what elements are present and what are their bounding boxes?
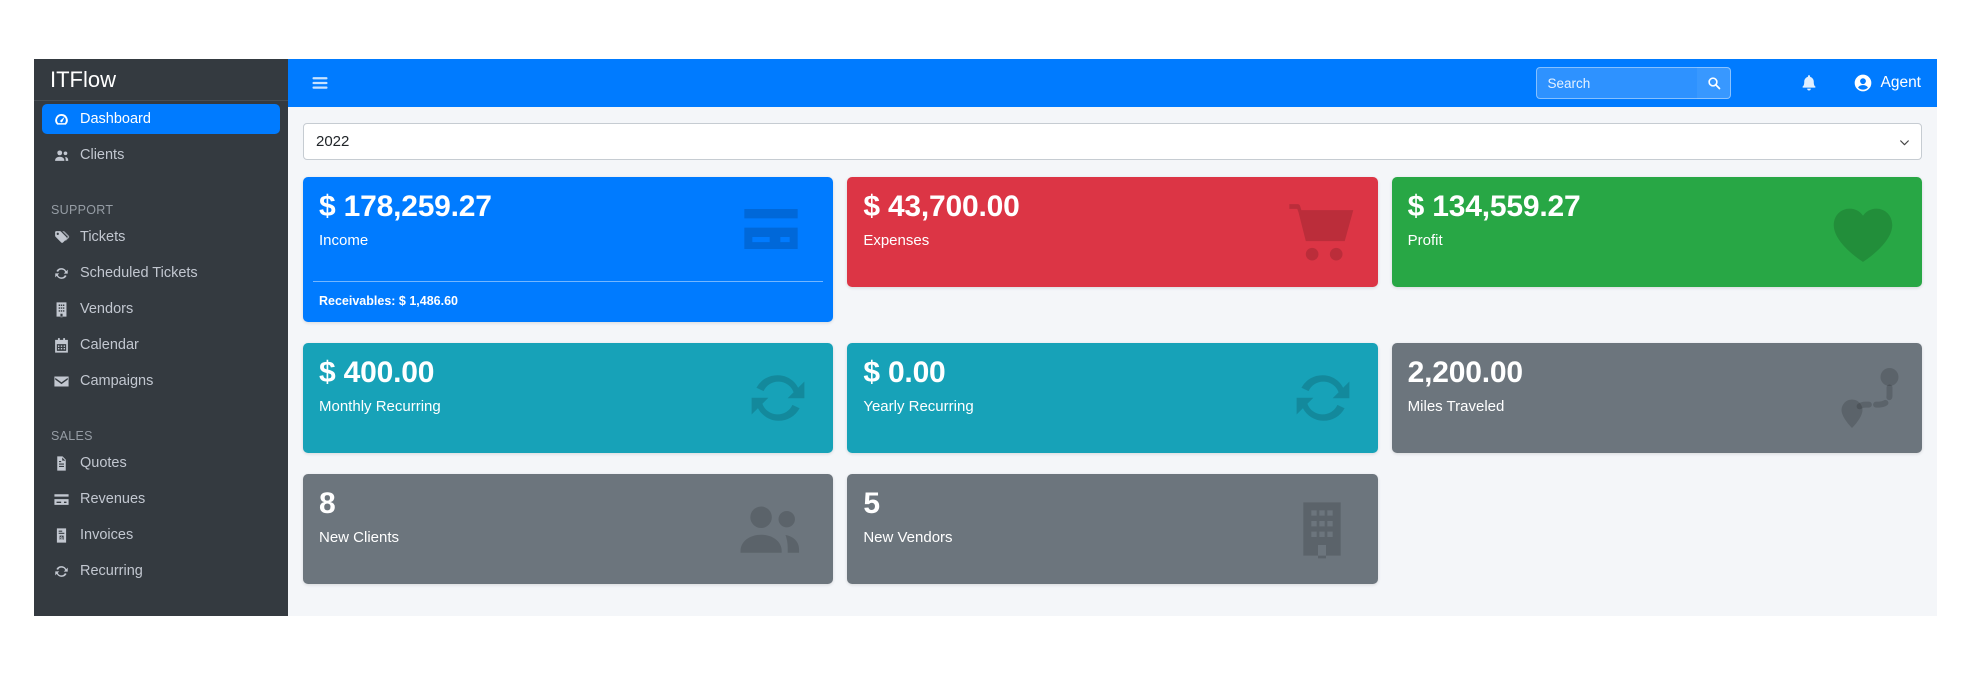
stat-card-monthly-recurring: $ 400.00 Monthly Recurring xyxy=(303,343,834,453)
sidebar-item-label: Clients xyxy=(80,147,125,163)
sidebar-item-invoices[interactable]: Invoices xyxy=(42,520,280,550)
stat-value: $ 43,700.00 xyxy=(863,190,1020,223)
stat-label: New Vendors xyxy=(863,528,953,546)
sync-icon xyxy=(741,362,815,434)
credit-card-icon xyxy=(50,490,72,508)
envelope-icon xyxy=(50,372,72,390)
stats-row-3: 8 New Clients 5 New Vendors xyxy=(303,474,1922,584)
stat-value: 5 xyxy=(863,487,880,520)
stat-card-body: $ 178,259.27 Income xyxy=(303,177,833,281)
stat-card-body: $ 43,700.00 Expenses xyxy=(847,177,1377,287)
stat-card-body: 2,200.00 Miles Traveled xyxy=(1392,343,1922,453)
sync-icon xyxy=(50,562,72,580)
dashboard-content: 2022 $ 178,259.27 Income Receivables: $ … xyxy=(288,107,1937,616)
users-icon xyxy=(50,146,72,164)
stat-card-body: 8 New Clients xyxy=(303,474,833,584)
building-icon xyxy=(50,300,72,318)
sidebar-item-label: Vendors xyxy=(80,301,134,317)
heart-icon xyxy=(1822,193,1904,271)
user-menu[interactable]: Agent xyxy=(1853,73,1921,93)
chevron-down-icon xyxy=(1898,136,1911,149)
credit-card-icon xyxy=(727,197,815,261)
menu-toggle-button[interactable] xyxy=(310,73,330,93)
stat-label: New Clients xyxy=(319,528,400,546)
stat-value: $ 178,259.27 xyxy=(319,190,492,223)
stat-card-new-clients: 8 New Clients xyxy=(303,474,834,584)
tags-icon xyxy=(50,228,72,246)
stat-label: Yearly Recurring xyxy=(863,397,974,415)
stat-card-new-vendors: 5 New Vendors xyxy=(847,474,1378,584)
sync-icon xyxy=(1286,362,1360,434)
sidebar-item-quotes[interactable]: Quotes xyxy=(42,448,280,478)
stat-label: Profit xyxy=(1407,231,1443,249)
sync-icon xyxy=(50,264,72,282)
stat-card-expenses: $ 43,700.00 Expenses xyxy=(847,177,1378,287)
sidebar: ITFlow Dashboard Clients SUPPORT Tickets… xyxy=(34,59,288,616)
sidebar-section-support: SUPPORT xyxy=(51,203,114,217)
stat-card-income: $ 178,259.27 Income Receivables: $ 1,486… xyxy=(303,177,834,322)
sidebar-item-clients[interactable]: Clients xyxy=(42,140,280,170)
stat-value: $ 400.00 xyxy=(319,356,435,389)
sidebar-item-vendors[interactable]: Vendors xyxy=(42,294,280,324)
sidebar-nav: Dashboard Clients SUPPORT Tickets Schedu… xyxy=(34,101,288,589)
sidebar-item-recurring[interactable]: Recurring xyxy=(42,556,280,586)
brand-logo[interactable]: ITFlow xyxy=(34,59,288,101)
stat-card-body: $ 0.00 Yearly Recurring xyxy=(847,343,1377,453)
sidebar-item-revenues[interactable]: Revenues xyxy=(42,484,280,514)
navbar-search-group xyxy=(1536,67,1732,99)
stat-card-miles-traveled: 2,200.00 Miles Traveled xyxy=(1391,343,1922,453)
sidebar-item-label: Calendar xyxy=(80,337,139,353)
sidebar-item-calendar[interactable]: Calendar xyxy=(42,330,280,360)
sidebar-item-label: Invoices xyxy=(80,527,134,543)
sidebar-item-scheduled-tickets[interactable]: Scheduled Tickets xyxy=(42,258,280,288)
calendar-icon xyxy=(50,336,72,354)
sidebar-item-label: Scheduled Tickets xyxy=(80,265,198,281)
top-navbar: Agent xyxy=(288,59,1937,107)
stat-label: Expenses xyxy=(863,231,930,249)
file-icon xyxy=(50,454,72,472)
stat-card-yearly-recurring: $ 0.00 Yearly Recurring xyxy=(847,343,1378,453)
sidebar-section-sales: SALES xyxy=(51,429,93,443)
search-button[interactable] xyxy=(1697,67,1732,99)
sidebar-item-label: Revenues xyxy=(80,491,146,507)
sidebar-item-label: Campaigns xyxy=(80,373,154,389)
cart-icon xyxy=(1282,194,1360,270)
notifications-bell-icon[interactable] xyxy=(1799,73,1819,93)
stats-row-2: $ 400.00 Monthly Recurring $ 0.00 Yearly… xyxy=(303,343,1922,453)
stat-value: $ 134,559.27 xyxy=(1407,190,1581,223)
sidebar-item-tickets[interactable]: Tickets xyxy=(42,222,280,252)
app-window: ITFlow Dashboard Clients SUPPORT Tickets… xyxy=(34,59,1937,616)
stat-card-profit: $ 134,559.27 Profit xyxy=(1391,177,1922,287)
stat-value: $ 0.00 xyxy=(863,356,946,389)
navbar-right-group: Agent xyxy=(1536,67,1921,99)
sidebar-item-label: Recurring xyxy=(80,563,143,579)
building-icon xyxy=(1290,495,1354,563)
user-circle-icon xyxy=(1853,73,1873,93)
sidebar-item-label: Tickets xyxy=(80,229,126,245)
stat-card-body: $ 134,559.27 Profit xyxy=(1392,177,1922,287)
invoice-icon xyxy=(50,526,72,544)
user-menu-label: Agent xyxy=(1880,74,1921,91)
stats-row-1: $ 178,259.27 Income Receivables: $ 1,486… xyxy=(303,177,1922,322)
gauge-icon xyxy=(50,110,72,128)
users-icon xyxy=(723,491,815,567)
year-filter-select[interactable]: 2022 xyxy=(303,123,1922,160)
stat-label: Monthly Recurring xyxy=(319,397,441,415)
sidebar-item-dashboard[interactable]: Dashboard xyxy=(42,104,280,134)
bars-icon xyxy=(310,73,330,93)
stat-card-body: $ 400.00 Monthly Recurring xyxy=(303,343,833,453)
stat-card-body: 5 New Vendors xyxy=(847,474,1377,584)
sidebar-item-campaigns[interactable]: Campaigns xyxy=(42,366,280,396)
year-selected-value: 2022 xyxy=(316,133,350,150)
search-icon xyxy=(1706,75,1722,91)
route-icon xyxy=(1832,362,1908,434)
sidebar-item-label: Quotes xyxy=(80,455,127,471)
search-input[interactable] xyxy=(1536,67,1698,99)
stat-label: Miles Traveled xyxy=(1407,397,1505,415)
receivables-footer-link[interactable]: Receivables: $ 1,486.60 xyxy=(313,281,824,322)
stat-value: 2,200.00 xyxy=(1407,356,1523,389)
sidebar-item-label: Dashboard xyxy=(80,111,151,127)
stat-label: Income xyxy=(319,231,369,249)
stat-value: 8 xyxy=(319,487,336,520)
